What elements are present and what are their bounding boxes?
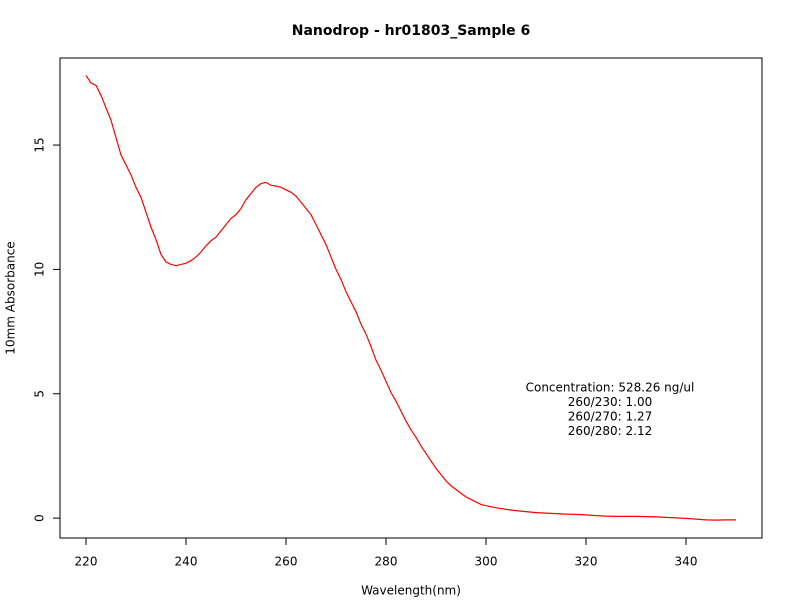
y-tick-label: 10 [33, 262, 47, 277]
plot-box [59, 57, 763, 539]
y-tick-label: 0 [33, 514, 47, 522]
annotation: 260/230: 1.00 [568, 395, 652, 409]
x-tick-label: 320 [575, 555, 598, 569]
chart-title: Nanodrop - hr01803_Sample 6 [292, 23, 531, 39]
x-tick-label: 260 [275, 555, 298, 569]
x-tick-label: 240 [175, 555, 198, 569]
y-tick-label: 5 [33, 390, 47, 398]
y-tick-label: 15 [33, 137, 47, 152]
x-tick-label: 300 [475, 555, 498, 569]
x-tick-label: 340 [675, 555, 698, 569]
annotation: 260/270: 1.27 [568, 410, 652, 424]
annotation: Concentration: 528.26 ng/ul [526, 381, 695, 395]
data-line [85, 75, 736, 521]
annotation: 260/280: 2.12 [568, 424, 652, 438]
x-tick-label: 280 [375, 555, 398, 569]
x-axis-label: Wavelength(nm) [361, 584, 461, 598]
x-tick-label: 220 [75, 555, 98, 569]
y-axis-label: 10mm Absorbance [4, 241, 18, 354]
